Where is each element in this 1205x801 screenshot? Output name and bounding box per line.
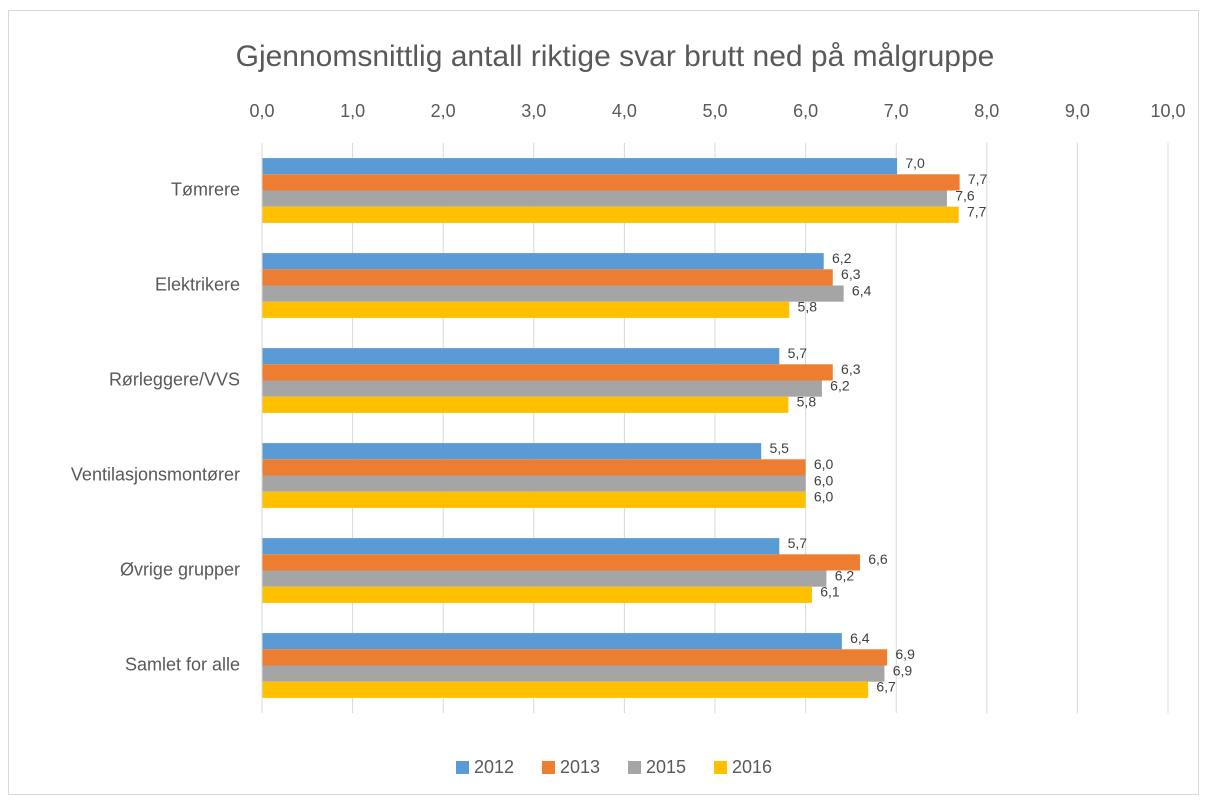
category-label: Samlet for alle bbox=[125, 654, 240, 674]
category-label: Øvrige grupper bbox=[120, 559, 240, 579]
legend-swatch bbox=[628, 761, 641, 774]
value-label: 6,9 bbox=[895, 646, 915, 662]
value-label: 6,2 bbox=[835, 567, 855, 583]
value-label: 6,7 bbox=[876, 679, 896, 695]
legend-swatch bbox=[714, 761, 727, 774]
legend-label: 2012 bbox=[474, 757, 514, 777]
value-label: 5,8 bbox=[797, 394, 817, 410]
bar bbox=[262, 174, 960, 191]
bar bbox=[262, 396, 789, 413]
bar bbox=[262, 681, 869, 698]
bar bbox=[262, 253, 824, 270]
value-label: 5,5 bbox=[769, 440, 789, 456]
legend-label: 2013 bbox=[560, 757, 600, 777]
bar bbox=[262, 285, 844, 302]
value-label: 5,8 bbox=[798, 299, 818, 315]
bar bbox=[262, 633, 842, 650]
x-tick-label: 4,0 bbox=[612, 101, 637, 121]
category-label: Rørleggere/VVS bbox=[109, 369, 240, 389]
x-tick-label: 0,0 bbox=[249, 101, 274, 121]
value-label: 6,2 bbox=[830, 377, 850, 393]
value-label: 5,7 bbox=[788, 345, 808, 361]
x-tick-label: 8,0 bbox=[974, 101, 999, 121]
value-label: 6,4 bbox=[852, 282, 872, 298]
x-tick-label: 10,0 bbox=[1150, 101, 1185, 121]
x-tick-label: 1,0 bbox=[340, 101, 365, 121]
value-label: 5,7 bbox=[788, 535, 808, 551]
legend-label: 2016 bbox=[732, 757, 772, 777]
x-tick-label: 9,0 bbox=[1065, 101, 1090, 121]
bar bbox=[262, 554, 860, 571]
bar bbox=[262, 348, 780, 365]
bar bbox=[262, 649, 888, 666]
bar bbox=[262, 380, 822, 397]
category-label: Ventilasjonsmontører bbox=[71, 464, 240, 484]
bar bbox=[262, 190, 947, 207]
x-tick-label: 3,0 bbox=[521, 101, 546, 121]
bar bbox=[262, 364, 833, 381]
chart-title: Gjennomsnittlig antall riktige svar brut… bbox=[236, 40, 995, 73]
x-tick-label: 5,0 bbox=[702, 101, 727, 121]
value-label: 7,7 bbox=[967, 204, 987, 220]
bar bbox=[262, 269, 833, 286]
bar bbox=[262, 491, 806, 508]
category-label: Tømrere bbox=[171, 179, 240, 199]
bar bbox=[262, 206, 959, 223]
value-label: 6,3 bbox=[841, 361, 861, 377]
bar bbox=[262, 538, 780, 555]
bar bbox=[262, 570, 827, 587]
value-label: 6,4 bbox=[850, 630, 870, 646]
bar bbox=[262, 475, 806, 492]
bar bbox=[262, 443, 762, 460]
value-label: 7,7 bbox=[968, 171, 988, 187]
bar bbox=[262, 301, 790, 318]
value-label: 6,1 bbox=[820, 584, 840, 600]
value-label: 6,0 bbox=[814, 489, 834, 505]
x-tick-label: 2,0 bbox=[431, 101, 456, 121]
legend-swatch bbox=[456, 761, 469, 774]
value-label: 6,6 bbox=[868, 551, 888, 567]
category-label: Elektrikere bbox=[155, 274, 240, 294]
value-label: 6,0 bbox=[814, 472, 834, 488]
value-label: 6,3 bbox=[841, 266, 861, 282]
x-tick-label: 6,0 bbox=[793, 101, 818, 121]
legend-swatch bbox=[542, 761, 555, 774]
value-label: 7,6 bbox=[955, 187, 975, 203]
bar bbox=[262, 586, 812, 603]
value-label: 6,2 bbox=[832, 250, 852, 266]
legend-label: 2015 bbox=[646, 757, 686, 777]
value-label: 7,0 bbox=[905, 155, 925, 171]
bar bbox=[262, 459, 806, 476]
value-label: 6,0 bbox=[814, 456, 834, 472]
bar bbox=[262, 158, 898, 175]
x-tick-label: 7,0 bbox=[884, 101, 909, 121]
value-label: 6,9 bbox=[893, 662, 913, 678]
bar bbox=[262, 665, 885, 682]
